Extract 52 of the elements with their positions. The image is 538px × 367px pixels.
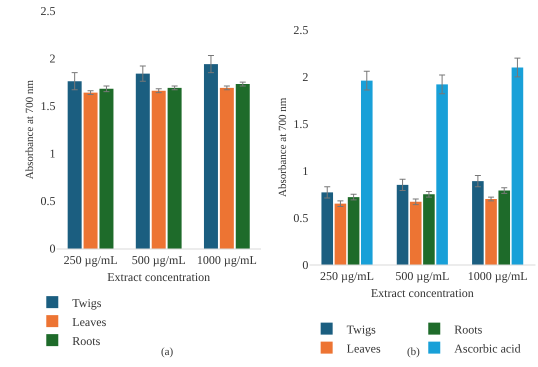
bar [136, 74, 150, 248]
y-tick-label: 2 [302, 70, 308, 84]
bar [204, 64, 218, 248]
y-axis-title: Absorbance at 700 nm [277, 97, 289, 197]
x-tick-label: 1000 µg/mL [468, 269, 528, 284]
bar [498, 190, 510, 265]
bar [236, 84, 250, 248]
x-tick-label: 250 µg/mL [64, 252, 118, 267]
legend-label: Leaves [346, 341, 381, 356]
y-tick-label: 2 [49, 52, 56, 66]
legend-label: Roots [454, 322, 483, 336]
x-tick-label: 500 µg/mL [395, 269, 450, 284]
bar [334, 204, 346, 265]
bar [410, 202, 422, 265]
y-axis-title: Absorbance at 700 nm [24, 80, 36, 180]
bar [436, 84, 448, 265]
bar [99, 88, 114, 248]
bar [360, 80, 373, 265]
x-tick-label: 250 µg/mL [320, 269, 374, 284]
x-axis-title: Extract concentration [370, 286, 474, 300]
x-axis-title: Extract concentration [107, 270, 210, 284]
y-tick-label: 1 [49, 146, 56, 161]
y-tick-label: 2.5 [40, 4, 56, 18]
legend-label: Roots [72, 334, 101, 348]
x-tick-label: 500 µg/mL [132, 252, 186, 267]
legend-label: Leaves [72, 314, 107, 329]
y-tick-label: 0 [49, 242, 56, 256]
legend-label: Twigs [346, 322, 376, 336]
x-tick-label: 1000 µg/mL [196, 252, 257, 267]
bar [348, 197, 360, 265]
bar [396, 184, 408, 265]
text: (a) [161, 346, 174, 358]
bar [84, 92, 98, 248]
bar [472, 181, 484, 265]
y-tick-label: 1 [302, 164, 308, 178]
y-tick-label: 2.5 [293, 23, 308, 38]
bar [168, 88, 182, 248]
y-tick-label: 0.5 [40, 194, 56, 208]
bar [423, 194, 435, 265]
y-tick-label: 0 [302, 258, 308, 272]
y-tick-label: 0.5 [293, 210, 308, 225]
bar [321, 192, 334, 265]
legend-label: Twigs [72, 296, 102, 310]
text: (b) [407, 346, 420, 358]
legend-label: Ascorbic acid [454, 341, 521, 356]
bar [220, 88, 234, 248]
bar [485, 198, 497, 265]
y-tick-label: 1.5 [293, 117, 308, 132]
bar [152, 90, 166, 248]
bar [512, 68, 524, 265]
y-tick-label: 1.5 [40, 99, 56, 114]
bar [68, 81, 82, 248]
